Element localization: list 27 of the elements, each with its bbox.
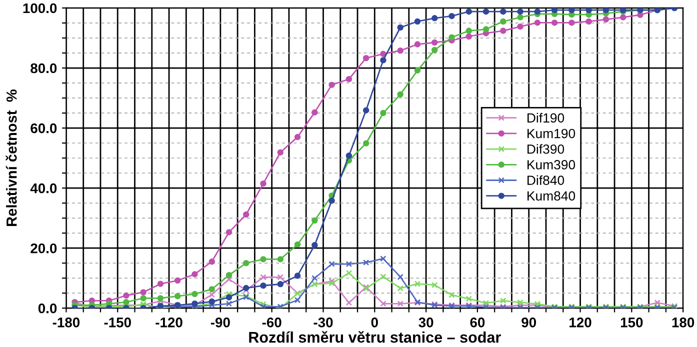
x-tick-label: 180: [672, 318, 694, 328]
legend-label: Dif840: [528, 175, 564, 185]
x-tick-label: -120: [156, 318, 182, 328]
x-axis-title: Rozdíl směru větru stanice – sodar: [249, 331, 501, 343]
x-tick-label: -90: [210, 318, 230, 328]
y-tick-label: 40.0: [30, 183, 57, 194]
x-tick-label: 90: [522, 318, 536, 328]
x-tick-label: -180: [52, 318, 80, 328]
x-tick-label: -30: [314, 318, 333, 328]
x-tick-label: -60: [262, 318, 282, 328]
legend-label: Dif190: [528, 112, 564, 123]
y-tick-label: 60.0: [30, 123, 57, 134]
legend-label: Kum190: [528, 128, 576, 138]
x-tick-label: 0: [371, 318, 378, 328]
x-tick-label: 150: [620, 318, 643, 328]
y-tick-label: 100.0: [23, 3, 57, 14]
x-tick-label: -150: [104, 318, 131, 328]
x-tick-label: 30: [418, 318, 434, 328]
y-tick-label: 20.0: [30, 243, 57, 254]
legend-label: Kum390: [528, 160, 576, 170]
y-tick-label: 0.0: [38, 303, 57, 314]
legend-label: Dif390: [528, 144, 564, 154]
legend-label: Kum840: [528, 191, 576, 201]
x-tick-label: 120: [570, 318, 592, 328]
y-axis-title: Relativní četnost %: [6, 90, 17, 226]
y-tick-label: 80.0: [30, 63, 57, 74]
x-tick-label: 60: [470, 318, 485, 328]
